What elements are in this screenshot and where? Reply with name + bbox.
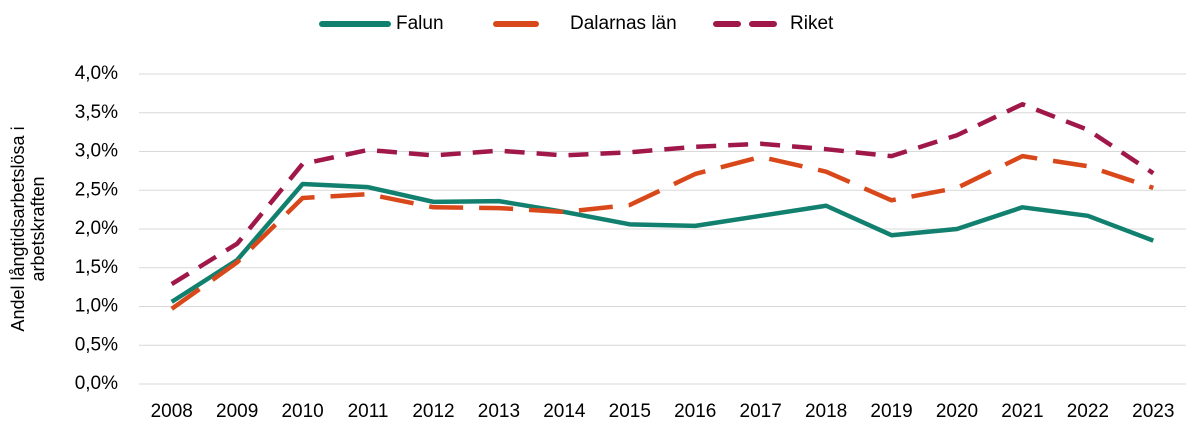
- y-tick-label: 4,0%: [75, 63, 118, 84]
- y-tick-label: 2,0%: [75, 218, 118, 239]
- x-tick-label: 2010: [281, 401, 323, 421]
- series-line: [170, 181, 1155, 304]
- x-tick-label: 2019: [870, 401, 912, 421]
- y-tick-label: 2,5%: [75, 179, 118, 200]
- y-axis-label: Andel långtidsarbetslösa i: [8, 126, 28, 331]
- x-tick-label: 2014: [543, 401, 586, 421]
- series-line: [170, 101, 1155, 286]
- legend-label: Dalarnas län: [570, 13, 677, 34]
- x-tick-label: 2011: [348, 401, 389, 421]
- x-tick-label: 2022: [1067, 401, 1109, 421]
- series-line: [170, 153, 1154, 311]
- x-tick-label: 2018: [805, 401, 847, 421]
- x-tick-label: 2012: [412, 401, 454, 421]
- y-tick-label: 1,0%: [75, 296, 118, 317]
- x-tick-label: 2008: [151, 401, 193, 421]
- x-tick-label: 2021: [1001, 401, 1043, 421]
- y-tick-label: 3,5%: [75, 102, 118, 123]
- y-tick-label: 0,0%: [75, 373, 118, 394]
- x-tick-label: 2017: [740, 401, 782, 421]
- legend-label: Riket: [790, 13, 834, 34]
- x-tick-label: 2020: [936, 401, 978, 421]
- legend-label: Falun: [396, 13, 444, 34]
- x-tick-label: 2023: [1132, 401, 1174, 421]
- x-tick-label: 2009: [216, 401, 258, 421]
- y-tick-label: 1,5%: [75, 257, 118, 278]
- x-tick-label: 2013: [478, 401, 520, 421]
- y-tick-label: 3,0%: [75, 141, 118, 162]
- x-tick-label: 2015: [609, 401, 651, 421]
- y-tick-label: 0,5%: [75, 334, 118, 355]
- x-tick-label: 2016: [674, 401, 716, 421]
- y-axis-label: arbetskraften: [28, 176, 48, 281]
